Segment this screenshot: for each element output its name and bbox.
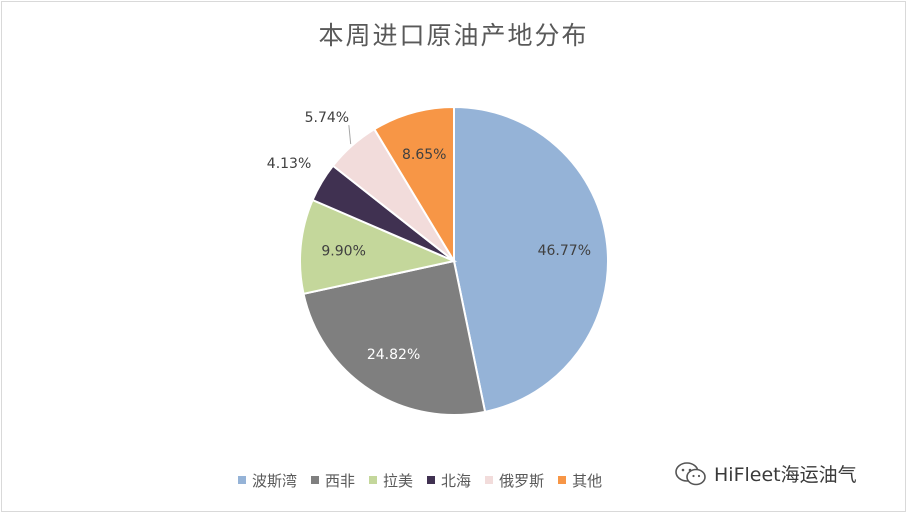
pie-slice-3 <box>299 198 458 296</box>
legend-item: 拉美 <box>369 470 413 491</box>
legend-item: 其他 <box>558 470 602 491</box>
data-label-6: 8.65% <box>402 147 446 163</box>
pie-slice-1 <box>453 105 609 414</box>
wechat-icon <box>675 461 706 485</box>
data-label-2: 24.82% <box>367 347 420 363</box>
watermark-text: HiFleet海运油气 <box>714 464 857 486</box>
legend: 波斯湾 西非 拉美 北海 俄罗斯 其他 <box>238 468 616 492</box>
data-label-1: 46.77% <box>538 243 591 259</box>
legend-swatch <box>311 476 320 484</box>
legend-swatch <box>238 476 246 484</box>
legend-label: 其他 <box>572 471 603 490</box>
legend-item: 俄罗斯 <box>485 470 544 491</box>
legend-item: 北海 <box>427 470 471 491</box>
chart-title: 本周进口原油产地分布 <box>318 21 589 50</box>
legend-label: 波斯湾 <box>252 471 298 490</box>
legend-label: 西非 <box>325 471 356 490</box>
legend-swatch <box>369 476 378 484</box>
pie-slice-6 <box>372 105 455 265</box>
data-label-4: 4.13% <box>267 156 311 172</box>
leader-line <box>348 125 352 145</box>
watermark: HiFleet海运油气 <box>674 460 857 487</box>
data-label-5: 5.74% <box>305 110 349 126</box>
legend-item: 西非 <box>311 470 355 491</box>
legend-swatch <box>558 476 567 484</box>
legend-label: 拉美 <box>383 471 414 490</box>
legend-label: 北海 <box>441 471 472 490</box>
legend-swatch <box>485 476 494 484</box>
pie-slice-2 <box>302 259 487 416</box>
data-label-3: 9.90% <box>321 243 365 259</box>
legend-item: 波斯湾 <box>238 470 297 491</box>
legend-swatch <box>427 476 436 484</box>
legend-label: 俄罗斯 <box>499 471 545 490</box>
